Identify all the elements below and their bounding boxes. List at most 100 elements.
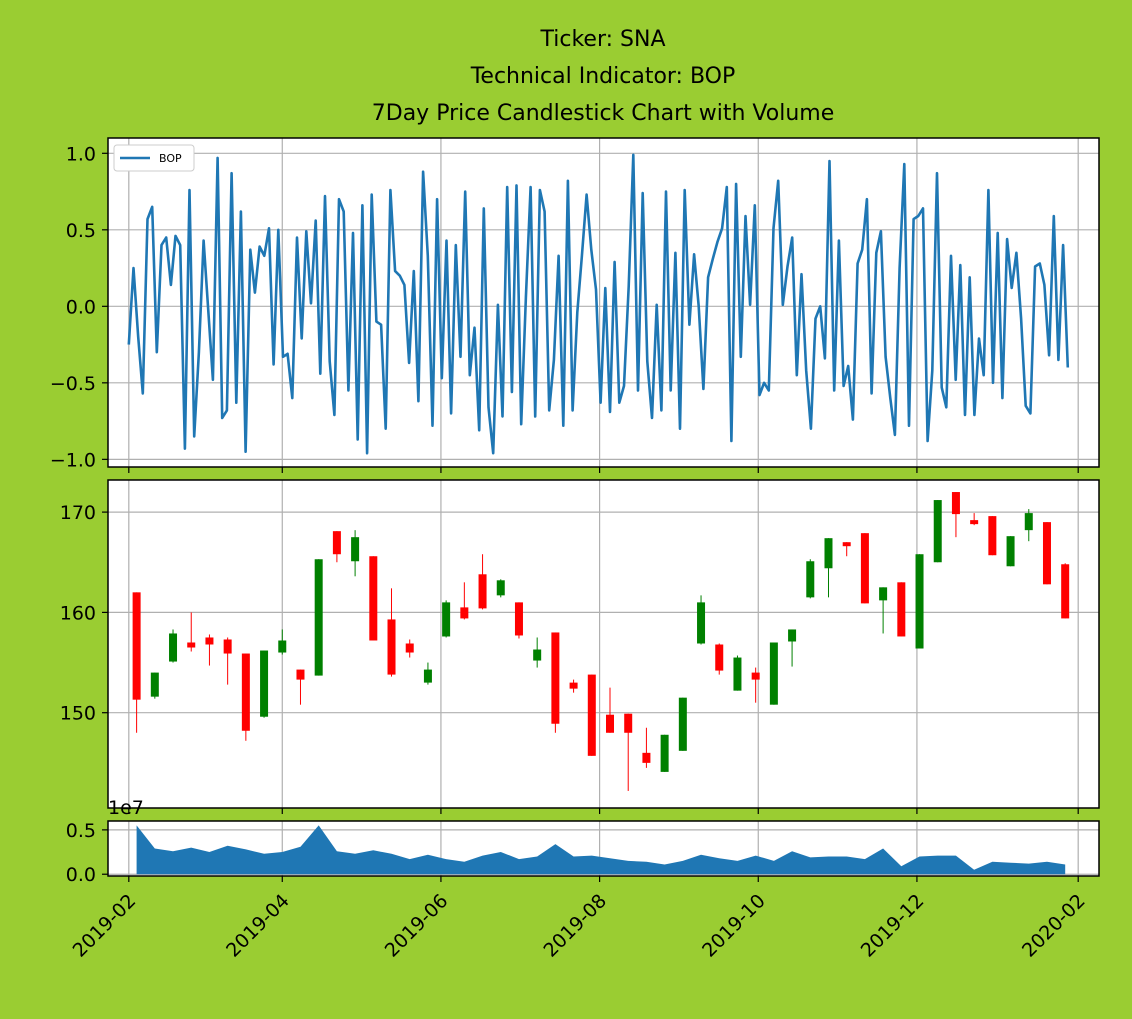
candle-body: [296, 669, 305, 680]
candle-body: [788, 629, 797, 642]
candle-body: [150, 672, 159, 697]
candle-body: [223, 639, 232, 654]
candle-up: [278, 629, 287, 655]
candle-up: [824, 538, 833, 598]
candle-body: [1042, 522, 1051, 585]
candle-body: [369, 556, 378, 641]
legend-label: BOP: [159, 152, 182, 165]
candle-up: [533, 637, 542, 668]
title-line-1: Ticker: SNA: [540, 27, 666, 52]
candle-down: [569, 679, 578, 693]
candle-up: [314, 559, 323, 676]
price-frame: [107, 479, 1100, 809]
candle-up: [1024, 509, 1033, 542]
x-tick-label: 2020-02: [1018, 890, 1090, 962]
x-tick-label: 2019-06: [381, 890, 453, 962]
volume-frame: [107, 820, 1100, 877]
candle-down: [1042, 522, 1051, 585]
candle-body: [241, 653, 250, 731]
candle-body: [187, 642, 196, 648]
price-panel: 150 160 170: [60, 479, 1100, 814]
bop-series-line: [127, 153, 1070, 455]
candle-down: [514, 602, 523, 639]
candle-body: [442, 602, 451, 637]
candle-down: [1061, 563, 1070, 619]
candle-down: [897, 582, 906, 637]
candle-body: [951, 492, 960, 515]
candle-body: [132, 592, 141, 700]
x-tick-label: 2019-04: [222, 890, 294, 962]
candle-down: [369, 556, 378, 641]
bop-ytick-label: 1.0: [66, 143, 96, 165]
candle-body: [387, 619, 396, 675]
x-axis: 2019-02 2019-04 2019-06 2019-08 2019-10 2019-…: [69, 890, 1090, 962]
candle-down: [460, 582, 469, 620]
x-tick-label: 2019-12: [857, 890, 929, 962]
candle-up: [260, 650, 269, 718]
candle-up: [660, 734, 669, 772]
candle-body: [988, 516, 997, 556]
candle-body: [606, 714, 615, 733]
bop-ytick-label: −1.0: [50, 449, 96, 471]
candle-body: [1024, 513, 1033, 531]
candle-down: [132, 592, 141, 733]
candle-down: [205, 634, 214, 666]
candle-body: [824, 538, 833, 569]
candle-up: [697, 595, 706, 645]
candle-down: [988, 516, 997, 556]
candle-body: [551, 632, 560, 724]
candle-up: [169, 629, 178, 663]
price-ytick-label: 160: [60, 602, 96, 624]
candle-body: [478, 574, 487, 609]
price-ytick-label: 170: [60, 502, 96, 524]
title-line-3: 7Day Price Candlestick Chart with Volume: [372, 101, 834, 126]
candle-body: [569, 682, 578, 689]
candle-down: [606, 687, 615, 733]
candle-down: [970, 513, 979, 526]
candle-body: [897, 582, 906, 637]
bop-ytick-label: −0.5: [50, 373, 96, 395]
volume-area: [136, 825, 1066, 875]
candle-body: [769, 642, 778, 705]
candle-up: [769, 642, 778, 705]
candle-body: [860, 533, 869, 604]
candle-body: [624, 713, 633, 733]
x-tick-label: 2019-10: [698, 890, 770, 962]
chart-title: Ticker: SNA Technical Indicator: BOP 7Da…: [372, 27, 834, 126]
candle-body: [879, 587, 888, 601]
price-background: [108, 480, 1099, 808]
candle-up: [733, 655, 742, 691]
x-tick-label: 2019-08: [539, 890, 611, 962]
volume-ytick-label: 0.5: [66, 820, 96, 842]
candle-down: [332, 531, 341, 563]
candle-up: [423, 662, 432, 685]
candle-up: [915, 554, 924, 649]
candle-down: [241, 653, 250, 741]
candle-body: [351, 537, 360, 562]
candle-up: [496, 579, 505, 598]
bop-legend: BOP: [113, 144, 195, 172]
candle-body: [660, 734, 669, 772]
candle-down: [642, 727, 651, 768]
bop-ytick-label: 0.5: [66, 220, 96, 242]
candle-body: [642, 752, 651, 763]
candle-down: [951, 492, 960, 538]
price-ytick-label: 150: [60, 703, 96, 725]
candle-down: [624, 713, 633, 791]
candle-up: [806, 559, 815, 599]
candle-body: [514, 602, 523, 636]
candle-body: [169, 633, 178, 662]
title-line-2: Technical Indicator: BOP: [470, 64, 736, 89]
candle-down: [587, 674, 596, 756]
candle-down: [842, 542, 851, 557]
candle-up: [351, 530, 360, 577]
bop-frame: [107, 137, 1100, 468]
candle-up: [442, 600, 451, 638]
candle-body: [1061, 564, 1070, 619]
candle-body: [496, 580, 505, 596]
candle-body: [715, 644, 724, 671]
volume-ytick-label: 0.0: [66, 864, 96, 886]
candle-body: [460, 607, 469, 619]
candle-body: [205, 637, 214, 645]
